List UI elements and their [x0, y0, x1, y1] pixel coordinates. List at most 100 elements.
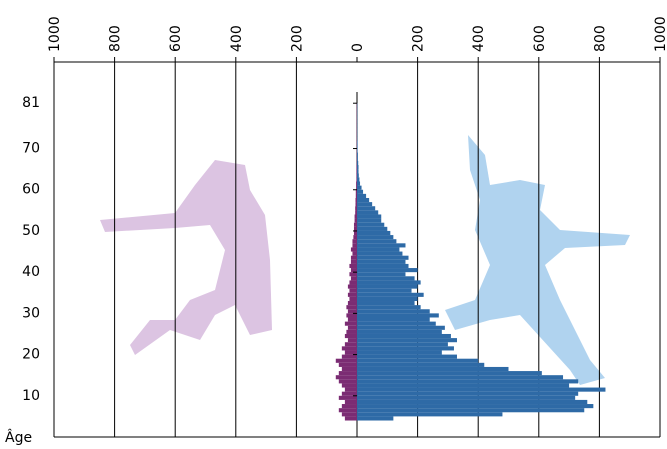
bar [356, 185, 357, 190]
bar [347, 309, 357, 314]
decoration [100, 135, 630, 385]
bar [357, 214, 382, 219]
bar [357, 350, 442, 355]
bar [357, 202, 373, 207]
x-tick-label: 600 [532, 25, 548, 52]
x-tick-label: 600 [168, 25, 184, 52]
bar [338, 362, 357, 367]
x-tick-label: 200 [289, 25, 305, 52]
bar [353, 235, 357, 240]
bar [338, 371, 357, 376]
bar [344, 342, 357, 347]
bar [346, 305, 357, 310]
bar [357, 309, 430, 314]
bar [357, 375, 564, 380]
bar [357, 177, 360, 182]
y-tick-label: 81 [22, 95, 40, 111]
bar [352, 239, 357, 244]
bar [357, 165, 359, 170]
bar [356, 177, 357, 182]
bar [357, 148, 358, 153]
bar [354, 218, 357, 223]
bar [357, 230, 391, 236]
y-tick-label: 50 [22, 223, 40, 239]
bar [353, 226, 357, 231]
y-tick-label: 70 [22, 141, 40, 157]
bar [341, 346, 357, 351]
bar [338, 408, 357, 413]
bar [357, 173, 359, 178]
bar [357, 399, 588, 405]
bar [357, 404, 594, 409]
bar [356, 165, 357, 170]
bar [355, 202, 357, 207]
x-tick-label: 1000 [47, 16, 63, 52]
bar [357, 305, 421, 310]
bar [357, 280, 421, 285]
bar [357, 296, 418, 302]
bar [355, 197, 357, 203]
bar [357, 255, 409, 260]
x-tick-label: 0 [350, 43, 366, 52]
x-tick-label: 800 [592, 25, 608, 52]
bar [357, 144, 358, 149]
x-tick-label: 400 [471, 25, 487, 52]
bar [357, 408, 585, 413]
bar [347, 292, 357, 297]
bar [357, 152, 358, 157]
bar [352, 251, 357, 256]
bar [357, 243, 406, 248]
bar [349, 280, 357, 285]
bar [341, 404, 357, 409]
bar [357, 366, 509, 372]
bar [357, 239, 397, 244]
bar [356, 173, 357, 178]
bar [355, 193, 357, 198]
bar [357, 226, 388, 231]
silhouette-right [445, 135, 630, 385]
bar [357, 383, 570, 388]
bar [341, 383, 357, 388]
bar [357, 140, 358, 145]
bar [357, 263, 409, 269]
bar [335, 375, 357, 380]
bar [357, 169, 359, 174]
bar [357, 276, 415, 281]
bar [350, 276, 357, 281]
bar [357, 325, 445, 330]
bar [349, 288, 357, 293]
bar [357, 416, 394, 421]
bar [357, 160, 359, 166]
x-tick-label: 1000 [653, 16, 667, 52]
bar [357, 391, 579, 396]
bar [357, 387, 606, 392]
bar [357, 193, 367, 198]
bar [355, 189, 357, 194]
bar [341, 391, 357, 396]
bar [357, 317, 430, 322]
bar [357, 251, 403, 256]
bar [352, 243, 357, 248]
bar [350, 268, 357, 273]
bar [353, 222, 357, 227]
bar [344, 399, 357, 405]
bar [357, 313, 439, 318]
bar [344, 350, 357, 355]
bar [341, 412, 357, 417]
bar [357, 292, 424, 297]
bar [349, 263, 357, 269]
bar [338, 379, 357, 384]
bar [357, 379, 579, 384]
bar [357, 395, 576, 400]
y-axis-label: Âge [5, 428, 32, 446]
bar [357, 284, 418, 289]
bar [349, 296, 357, 302]
bar [350, 255, 357, 260]
bar [347, 284, 357, 289]
bar [355, 206, 357, 211]
y-tick-label: 30 [22, 305, 40, 321]
bar [341, 366, 357, 372]
bar [357, 333, 451, 339]
bar [357, 189, 364, 194]
